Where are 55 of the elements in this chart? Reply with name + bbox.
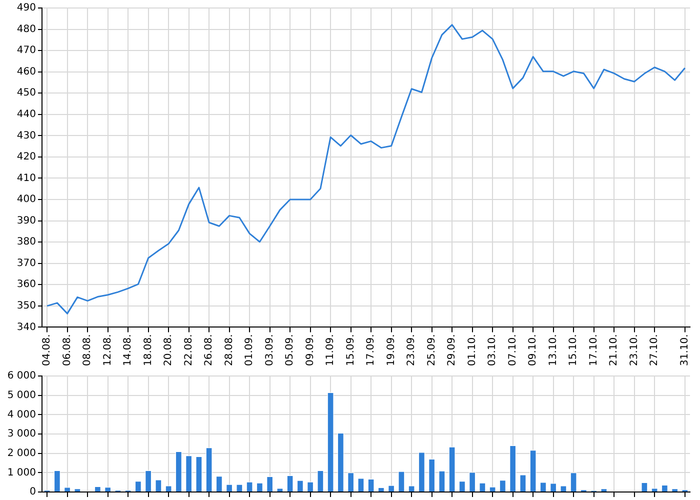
x-tick-label: 01.09. bbox=[244, 334, 256, 366]
y-tick-label: 440 bbox=[16, 108, 36, 120]
x-tick-label: 01.10. bbox=[466, 334, 478, 366]
y-tick-label: 360 bbox=[16, 279, 36, 290]
y-tick-label: 4 000 bbox=[7, 409, 36, 420]
x-tick-label: 07.10. bbox=[507, 334, 518, 366]
x-tick-label: 26.08. bbox=[204, 334, 215, 366]
x-tick-label: 20.08. bbox=[163, 334, 174, 366]
y-tick-label: 5 000 bbox=[7, 390, 36, 401]
x-tick-label: 09.09. bbox=[304, 334, 316, 366]
x-tick-label: 17.09. bbox=[366, 334, 377, 366]
y-tick-label: 460 bbox=[16, 66, 36, 78]
x-tick-label: 15.09. bbox=[345, 334, 356, 366]
x-tick-label: 03.10. bbox=[487, 334, 498, 366]
y-tick-label: 3 000 bbox=[7, 428, 36, 440]
x-tick-label: 18.08. bbox=[142, 334, 154, 366]
x-tick-label: 06.08. bbox=[62, 334, 73, 366]
x-tick-label: 08.08. bbox=[82, 334, 94, 366]
y-tick-label: 6 000 bbox=[7, 370, 36, 382]
y-tick-label: 490 bbox=[16, 2, 36, 14]
y-tick-label: 410 bbox=[16, 172, 36, 184]
x-tick-label: 13.10. bbox=[548, 334, 559, 366]
x-tick-label: 23.09. bbox=[406, 334, 418, 366]
x-tick-label: 22.08. bbox=[183, 334, 194, 366]
x-tick-label: 17.10. bbox=[588, 334, 600, 366]
x-tick-label: 03.09. bbox=[264, 334, 276, 366]
x-tick-label: 12.08. bbox=[102, 334, 114, 366]
x-tick-label: 04.08. bbox=[42, 334, 53, 366]
x-tick-label: 09.10. bbox=[528, 334, 539, 366]
x-tick-label: 23.10. bbox=[628, 334, 640, 366]
y-tick-label: 390 bbox=[16, 215, 36, 226]
y-tick-label: 340 bbox=[16, 322, 36, 333]
y-tick-label: 450 bbox=[16, 88, 36, 99]
x-tick-label: 21.10. bbox=[608, 334, 620, 366]
x-tick-label: 14.08. bbox=[122, 334, 134, 366]
x-tick-label: 29.09. bbox=[446, 334, 458, 366]
y-tick-label: 380 bbox=[16, 236, 36, 248]
x-tick-label: 15.10. bbox=[568, 334, 580, 366]
x-tick-label: 19.09. bbox=[386, 334, 397, 366]
y-tick-label: 470 bbox=[16, 45, 36, 56]
y-tick-label: 400 bbox=[16, 194, 36, 206]
y-tick-label: 0 bbox=[30, 486, 36, 498]
y-tick-label: 420 bbox=[16, 152, 36, 163]
y-tick-label: 350 bbox=[16, 300, 36, 312]
y-tick-label: 480 bbox=[16, 24, 36, 35]
x-tick-label: 27.10. bbox=[649, 334, 660, 366]
y-tick-label: 430 bbox=[16, 130, 36, 142]
x-tick-label: 28.08. bbox=[224, 334, 235, 366]
y-tick-label: 1 000 bbox=[7, 467, 36, 478]
x-tick-label: 05.09. bbox=[284, 334, 296, 366]
x-tick-label: 11.09. bbox=[325, 334, 336, 366]
y-tick-label: 370 bbox=[16, 258, 36, 269]
y-tick-label: 2 000 bbox=[7, 448, 36, 459]
x-tick-label: 31.10. bbox=[680, 334, 691, 366]
x-tick-label: 25.09. bbox=[426, 334, 438, 366]
